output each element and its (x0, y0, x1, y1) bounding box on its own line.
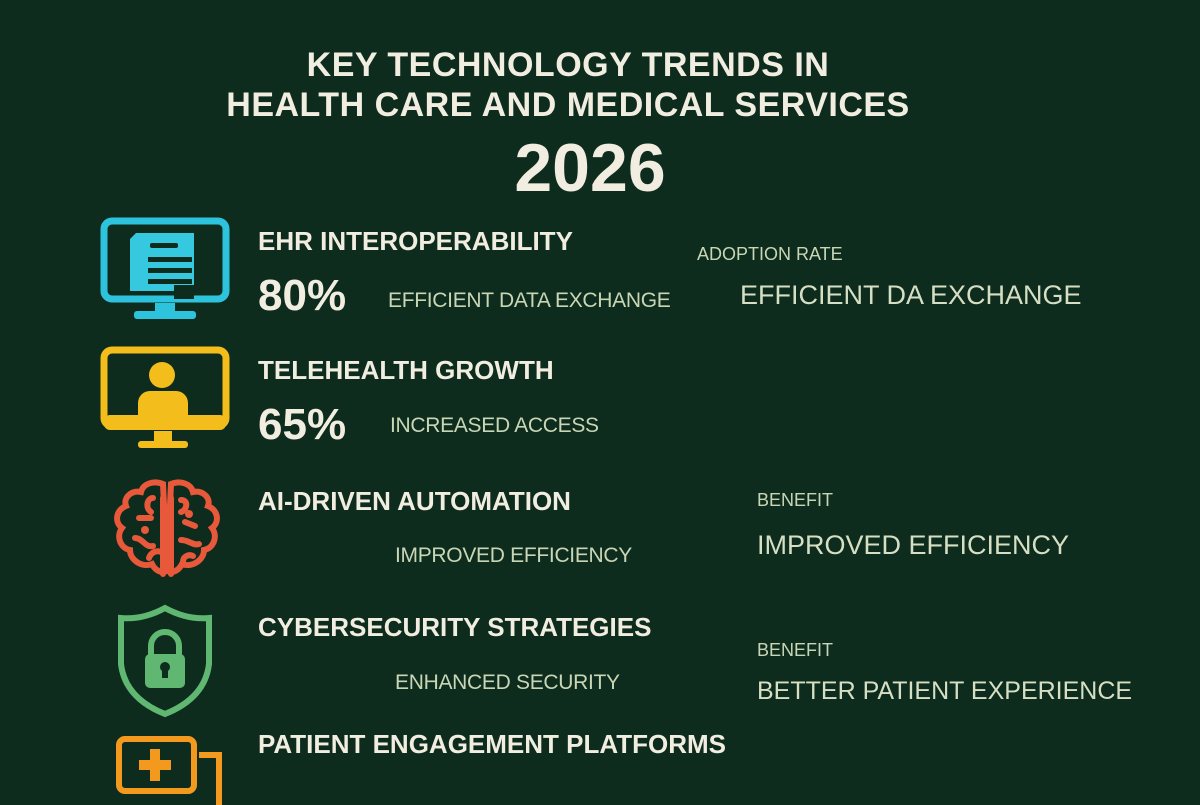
side-value-cybersecurity: BETTER PATIENT EXPERIENCE (757, 677, 1133, 705)
trend-heading-ehr: EHR INTEROPERABILITY (258, 226, 573, 256)
side-label-ehr: ADOPTION RATE (697, 244, 843, 264)
side-label-ai: BENEFIT (757, 490, 834, 510)
trend-value-telehealth: 65% (258, 400, 347, 449)
trend-value-ehr: 80% (258, 271, 347, 320)
brain-icon (114, 479, 220, 577)
side-label-cybersecurity: BENEFIT (757, 640, 834, 660)
trend-heading-cybersecurity: CYBERSECURITY STRATEGIES (258, 612, 652, 642)
trend-description-ai: IMPROVED EFFICIENCY (395, 544, 632, 567)
side-value-ai: IMPROVED EFFICIENCY (757, 530, 1070, 560)
trend-heading-ai: AI-DRIVEN AUTOMATION (258, 486, 571, 516)
monitor-person-icon (100, 346, 230, 448)
trend-description-telehealth: INCREASED ACCESS (390, 414, 599, 437)
monitor-document-icon (100, 217, 230, 319)
trend-description-ehr: EFFICIENT DATA EXCHANGE (388, 289, 671, 312)
side-value-ehr: EFFICIENT DA EXCHANGE (740, 280, 1082, 310)
trend-heading-telehealth: TELEHEALTH GROWTH (258, 355, 554, 385)
title-year: 2026 (514, 130, 666, 206)
medical-chat-icon (116, 736, 222, 805)
title-line-1: KEY TECHNOLOGY TRENDS IN (306, 46, 830, 84)
trend-description-cybersecurity: ENHANCED SECURITY (395, 671, 620, 694)
trend-heading-patient-engagement: PATIENT ENGAGEMENT PLATFORMS (258, 729, 726, 759)
title-line-2: HEALTH CARE AND MEDICAL SERVICES (226, 86, 910, 124)
shield-lock-icon (118, 604, 212, 718)
